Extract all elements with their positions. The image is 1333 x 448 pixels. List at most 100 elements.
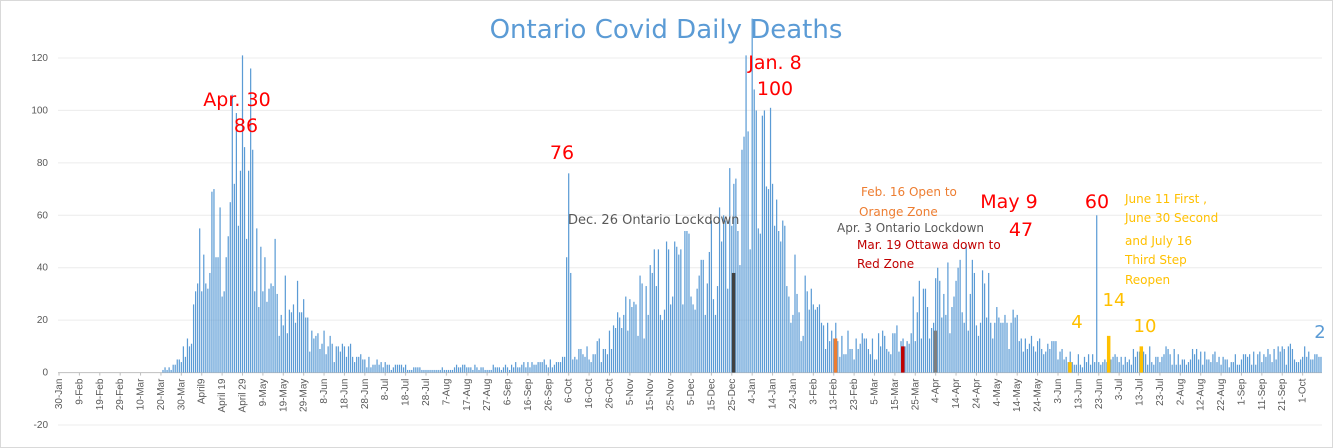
x-tick-label: 4-May (992, 379, 1003, 407)
bar (1110, 359, 1112, 373)
x-tick-label: 19-May (278, 379, 289, 412)
bar (716, 286, 719, 373)
bar (543, 359, 545, 373)
bar (820, 322, 823, 373)
bar (221, 296, 223, 373)
highlight-bar (933, 330, 938, 373)
bar (421, 369, 423, 373)
bar (1055, 341, 1057, 373)
bar (264, 257, 266, 373)
bar (166, 369, 168, 373)
bar (572, 359, 574, 373)
x-tick-label: 26-Oct (604, 378, 615, 408)
bar (1261, 362, 1263, 373)
bar (500, 369, 503, 373)
bar (431, 369, 433, 373)
bar (1269, 354, 1271, 373)
x-tick-label: 21-Sep (1277, 378, 1288, 411)
bar (676, 246, 678, 373)
bar (737, 231, 739, 373)
highlight-bars (731, 272, 1144, 373)
x-tick-label: 19-Feb (95, 378, 106, 410)
bar (637, 335, 639, 373)
bar (1165, 346, 1167, 373)
bar (933, 322, 935, 373)
bar (833, 338, 835, 373)
bar (674, 241, 676, 373)
bar (586, 346, 588, 373)
bar (364, 359, 366, 373)
bar (298, 312, 301, 373)
bar (321, 343, 323, 373)
bar (953, 296, 955, 373)
x-tick-label: 24-May (1033, 379, 1044, 412)
bar (455, 364, 458, 373)
bar (886, 348, 888, 373)
bar (370, 367, 372, 373)
bar (706, 283, 708, 373)
bar (1257, 354, 1259, 373)
annotation-apr30-value: 86 (234, 115, 258, 137)
bar (784, 225, 786, 373)
bar (880, 346, 882, 373)
x-tick-label: 6-Oct (564, 378, 575, 403)
bar (362, 359, 364, 373)
bar (476, 367, 478, 373)
bar (508, 369, 511, 373)
bar (337, 346, 339, 373)
x-tick-label: 30-Mar (176, 378, 187, 410)
bar (400, 364, 403, 373)
bar (694, 309, 696, 373)
bar (188, 346, 191, 373)
bar (286, 333, 288, 373)
bar (937, 267, 939, 373)
bar (816, 307, 819, 373)
bar (1314, 354, 1316, 373)
bar (1295, 362, 1298, 373)
bar (743, 136, 745, 373)
x-axis: 30-Jan 9-Feb 19-Feb 29-Feb 10-Mar 20-Mar 30-Ma… (54, 372, 1309, 412)
bar (877, 333, 880, 373)
bar (241, 55, 244, 373)
bar (1196, 348, 1198, 373)
bar (557, 362, 560, 373)
bar (231, 94, 233, 373)
bar (1000, 322, 1002, 373)
bar (1287, 346, 1289, 373)
bar (790, 322, 792, 373)
bar (339, 351, 341, 373)
bar (1279, 351, 1281, 373)
bar (496, 367, 498, 373)
bar (551, 367, 553, 373)
bar (1138, 351, 1141, 373)
bar (498, 367, 500, 373)
bar (462, 364, 464, 373)
bar (720, 241, 723, 373)
x-tick-label: 2-Aug (1175, 379, 1186, 406)
bar (1183, 359, 1185, 373)
bar (1291, 348, 1294, 373)
bar (382, 367, 384, 373)
bar (1310, 359, 1312, 373)
bar (906, 341, 908, 373)
bar (390, 369, 392, 373)
bar (1212, 354, 1214, 373)
x-tick-label: 10-Mar (136, 378, 147, 410)
bar (517, 367, 519, 373)
bar (849, 348, 851, 373)
bar (1043, 354, 1045, 373)
y-tick-label: 120 (31, 53, 48, 64)
bar (386, 364, 388, 373)
x-tick-label: 14-Apr (951, 378, 962, 409)
annotation-apr30-date: Apr. 30 (203, 89, 270, 111)
bar (729, 168, 731, 373)
bar (1120, 356, 1122, 373)
bar (274, 238, 276, 373)
bar (358, 356, 360, 373)
bar (407, 369, 409, 373)
bar (843, 354, 845, 373)
bar (1002, 322, 1004, 373)
x-tick-label: 23-Jul (1155, 379, 1166, 406)
bar (594, 354, 596, 373)
